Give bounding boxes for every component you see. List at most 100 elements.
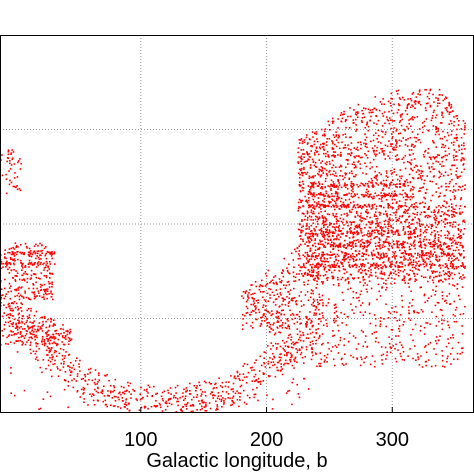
scatter-point-387 [68, 340, 70, 342]
scatter-point-913 [209, 393, 212, 395]
scatter-point-2144 [337, 180, 339, 183]
scatter-point-2554 [334, 185, 337, 187]
scatter-point-593 [201, 407, 203, 410]
scatter-point-4606 [310, 230, 313, 232]
scatter-point-2695 [462, 250, 465, 252]
scatter-point-3110 [429, 241, 432, 244]
scatter-point-835 [299, 353, 302, 356]
scatter-point-4613 [387, 229, 390, 232]
scatter-point-2527 [409, 189, 412, 192]
scatter-point-351 [41, 338, 44, 340]
scatter-point-4576 [357, 204, 359, 206]
scatter-point-3245 [299, 223, 301, 226]
scatter-point-3887 [324, 359, 326, 361]
scatter-point-2439 [460, 171, 463, 174]
scatter-point-1157 [67, 380, 70, 383]
scatter-point-3771 [379, 221, 381, 224]
scatter-point-1577 [451, 178, 453, 181]
scatter-point-4575 [353, 205, 355, 208]
scatter-point-3993 [322, 316, 324, 319]
scatter-point-1368 [252, 303, 255, 306]
scatter-point-3823 [394, 231, 396, 233]
scatter-point-4412 [402, 183, 405, 185]
scatter-point-3706 [325, 271, 328, 273]
scatter-point-1309 [264, 320, 266, 322]
scatter-point-2954 [365, 223, 368, 226]
scatter-point-2187 [371, 185, 374, 187]
scatter-point-295 [8, 305, 10, 308]
scatter-point-210 [27, 297, 30, 299]
scatter-point-3240 [304, 266, 307, 269]
scatter-point-3647 [342, 268, 345, 270]
scatter-point-4313 [284, 304, 287, 306]
scatter-point-1154 [70, 370, 73, 373]
scatter-point-1977 [387, 194, 390, 196]
scatter-point-456 [17, 313, 20, 316]
scatter-point-260 [15, 270, 17, 272]
scatter-point-43 [7, 157, 9, 159]
scatter-point-848 [298, 348, 301, 350]
scatter-point-1268 [304, 251, 307, 254]
scatter-point-2626 [415, 279, 418, 281]
scatter-point-463 [69, 328, 71, 331]
scatter-point-1303 [259, 284, 262, 286]
scatter-point-3159 [416, 235, 419, 238]
scatter-point-3992 [318, 334, 321, 337]
scatter-point-1921 [417, 133, 419, 136]
scatter-point-505 [37, 343, 39, 345]
scatter-point-1515 [418, 173, 420, 176]
scatter-point-4147 [373, 331, 376, 334]
scatter-point-2275 [336, 199, 338, 202]
scatter-point-4849 [334, 266, 337, 268]
scatter-point-441 [50, 335, 52, 338]
scatter-point-4683 [406, 242, 409, 244]
scatter-point-358 [62, 328, 65, 331]
scatter-point-4188 [345, 324, 348, 326]
scatter-point-3524 [397, 266, 399, 269]
scatter-point-3769 [321, 215, 323, 217]
scatter-point-4344 [284, 345, 287, 347]
scatter-point-3712 [399, 262, 401, 264]
scatter-point-4022 [391, 329, 394, 331]
scatter-point-1514 [332, 148, 335, 150]
scatter-point-2415 [327, 120, 330, 123]
scatter-point-3909 [271, 358, 274, 360]
scatter-point-2291 [367, 150, 370, 153]
scatter-point-789 [281, 368, 283, 370]
scatter-point-2120 [428, 97, 431, 100]
scatter-point-4377 [392, 183, 395, 186]
scatter-point-1169 [82, 393, 84, 395]
scatter-point-2846 [373, 215, 376, 218]
scatter-point-4704 [396, 241, 399, 244]
scatter-point-802 [8, 316, 10, 319]
scatter-point-1259 [286, 267, 288, 269]
scatter-point-2520 [372, 149, 375, 152]
scatter-point-2114 [365, 142, 367, 145]
scatter-point-3360 [308, 206, 310, 209]
scatter-point-1622 [347, 153, 349, 155]
scatter-point-4173 [319, 317, 321, 320]
scatter-point-3861 [381, 286, 383, 288]
scatter-point-2496 [342, 113, 344, 116]
scatter-point-904 [26, 319, 28, 322]
scatter-point-709 [240, 384, 243, 387]
scatter-point-2222 [455, 115, 457, 117]
scatter-point-199 [45, 257, 48, 260]
scatter-point-822 [9, 314, 12, 317]
scatter-point-4799 [307, 255, 309, 257]
scatter-point-394 [3, 297, 5, 300]
scatter-point-1462 [455, 133, 458, 136]
scatter-point-563 [294, 356, 297, 359]
scatter-point-3306 [334, 208, 336, 211]
scatter-point-610 [73, 368, 76, 371]
scatter-point-1677 [424, 151, 426, 153]
scatter-point-1305 [308, 270, 311, 273]
scatter-point-4463 [385, 193, 387, 196]
scatter-point-4017 [325, 304, 328, 307]
scatter-point-4820 [314, 256, 317, 258]
scatter-point-4496 [383, 192, 385, 195]
scatter-point-3766 [389, 271, 392, 273]
scatter-point-2706 [453, 273, 456, 276]
scatter-point-1359 [298, 255, 301, 257]
scatter-point-4670 [388, 241, 390, 244]
